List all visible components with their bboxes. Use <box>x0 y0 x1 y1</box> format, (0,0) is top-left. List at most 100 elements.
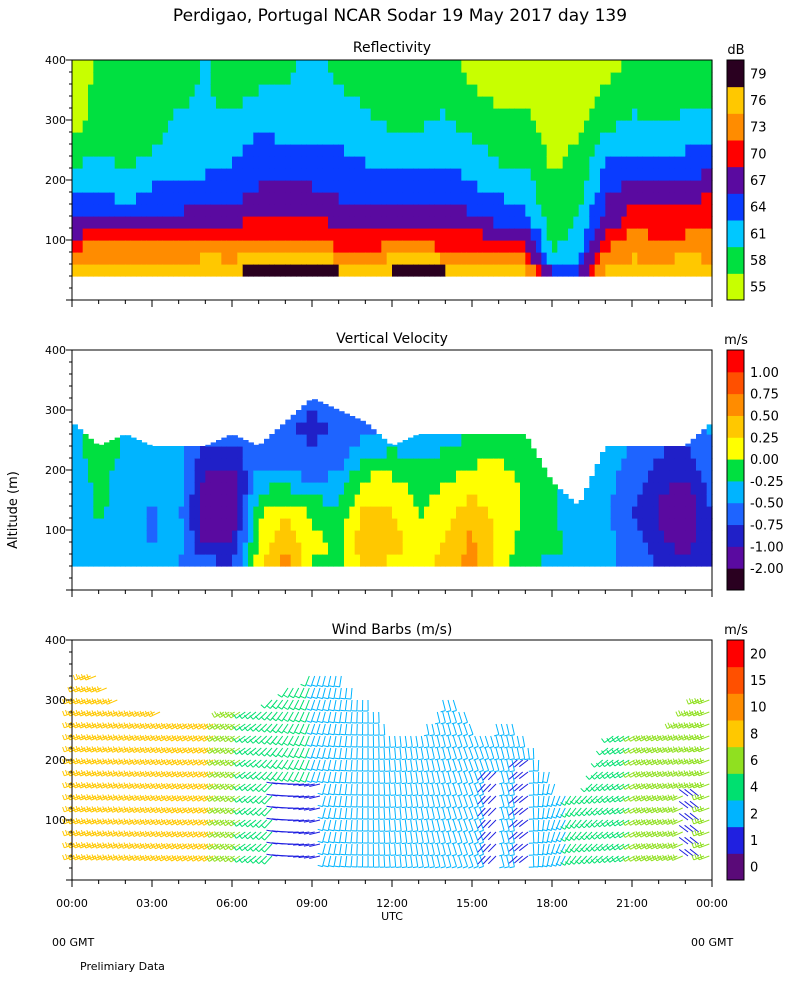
field-cell <box>429 204 436 217</box>
field-cell <box>445 228 452 241</box>
field-cell <box>552 96 558 109</box>
field-cell <box>653 458 660 471</box>
field-cell <box>200 120 206 133</box>
field-cell <box>280 72 286 85</box>
wind-barb <box>206 783 219 790</box>
field-cell <box>237 84 244 97</box>
field-cell <box>685 446 692 459</box>
field-cell <box>472 156 478 169</box>
wind-barb <box>254 831 268 841</box>
field-cell <box>296 144 302 157</box>
field-cell <box>690 446 697 459</box>
field-cell <box>296 264 302 277</box>
field-cell <box>600 554 606 567</box>
field-cell <box>221 437 228 447</box>
wind-barb <box>504 831 510 845</box>
wind-barb <box>104 710 118 717</box>
field-cell <box>264 438 270 447</box>
field-cell <box>77 446 84 459</box>
field-cell <box>146 216 153 229</box>
wind-barb <box>357 831 364 844</box>
wind-barb <box>179 819 193 826</box>
field-cell <box>280 96 286 109</box>
field-cell <box>536 458 542 471</box>
field-cell <box>194 542 201 555</box>
field-cell <box>178 458 185 471</box>
field-cell <box>205 458 212 471</box>
wind-barb <box>238 807 251 815</box>
field-cell <box>621 96 628 109</box>
field-cell <box>440 144 446 157</box>
field-cell <box>504 108 510 121</box>
field-cell <box>445 434 452 447</box>
colorbar-segment <box>727 86 744 114</box>
field-cell <box>210 144 217 157</box>
field-cell <box>594 506 601 519</box>
wind-barb <box>473 771 479 785</box>
field-cell <box>525 506 532 519</box>
field-cell <box>402 156 409 169</box>
wind-barb <box>622 735 635 742</box>
field-cell <box>456 554 462 567</box>
field-cell <box>349 494 356 507</box>
wind-barb <box>115 746 129 753</box>
wind-barb <box>451 723 457 737</box>
field-cell <box>466 434 473 447</box>
field-cell <box>264 168 270 181</box>
field-cell <box>290 518 297 531</box>
field-cell <box>600 470 606 483</box>
field-cell <box>642 84 649 97</box>
field-cell <box>402 192 409 205</box>
field-cell <box>680 216 686 229</box>
field-cell <box>669 216 676 229</box>
wind-barb <box>533 795 540 808</box>
wind-barb <box>104 758 118 765</box>
wind-barb <box>451 759 457 773</box>
field-cell <box>141 144 148 157</box>
wind-barb <box>311 699 321 711</box>
field-cell <box>168 168 174 181</box>
field-cell <box>605 518 612 531</box>
field-cell <box>600 96 606 109</box>
wind-barb <box>654 830 667 838</box>
field-cell <box>402 144 409 157</box>
field-cell <box>392 60 398 73</box>
field-cell <box>573 554 580 567</box>
field-cell <box>525 156 532 169</box>
field-cell <box>413 264 420 277</box>
field-cell <box>274 458 281 471</box>
colorbar-segment <box>727 60 744 88</box>
field-cell <box>210 120 217 133</box>
field-cell <box>509 72 516 85</box>
wind-barb <box>601 855 614 863</box>
field-cell <box>168 554 174 567</box>
wind-barb <box>445 711 452 725</box>
field-cell <box>626 482 633 495</box>
field-cell <box>88 156 94 169</box>
wind-barb <box>184 819 198 826</box>
field-cell <box>226 216 233 229</box>
field-cell <box>440 446 446 459</box>
wind-barb <box>519 747 526 761</box>
field-cell <box>333 470 340 483</box>
field-cell <box>296 446 302 459</box>
field-cell <box>498 132 505 145</box>
field-cell <box>152 506 158 519</box>
field-cell <box>328 240 334 253</box>
field-cell <box>392 204 398 217</box>
wind-barb <box>451 807 457 821</box>
field-cell <box>77 204 84 217</box>
field-cell <box>274 84 281 97</box>
field-cell <box>605 216 612 229</box>
field-cell <box>568 506 574 519</box>
wind-barb <box>616 735 630 743</box>
field-cell <box>104 542 110 555</box>
wind-barb <box>334 831 342 844</box>
field-cell <box>77 84 84 97</box>
wind-barb <box>249 771 262 780</box>
field-cell <box>173 482 180 495</box>
field-cell <box>541 482 548 495</box>
field-cell <box>413 252 420 265</box>
field-cell <box>552 72 558 85</box>
field-cell <box>413 108 420 121</box>
